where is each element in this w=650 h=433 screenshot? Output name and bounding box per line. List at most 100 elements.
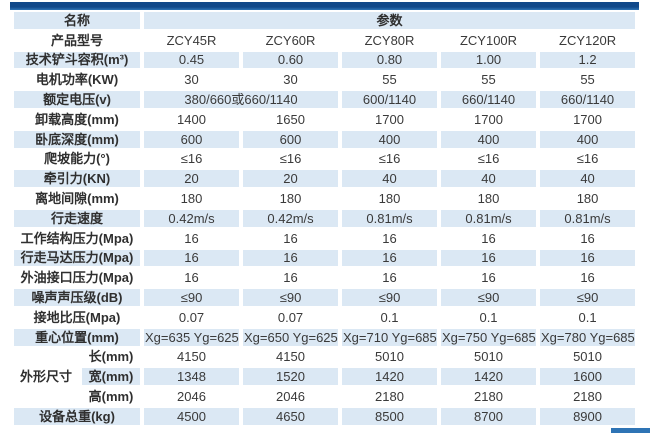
table-cell: 0.07 (178, 309, 205, 325)
table-cell: 2046 (276, 389, 305, 405)
table-row: 产品型号 ZCY45R ZCY60R ZCY80R ZCY100R ZCY120R (14, 32, 635, 49)
table-cell: ZCY120R (559, 32, 617, 48)
table-row: 噪声声压级(dB) ≤90 ≤90 ≤90 ≤90 ≤90 (14, 289, 636, 306)
table-cell: 40 (441, 170, 537, 188)
table-cell: 1700 (375, 111, 404, 127)
table-cell: 8700 (441, 407, 537, 425)
table-cell: 1.2 (540, 51, 636, 69)
table-cell: 660/1140 (441, 91, 537, 108)
table-cell: 16 (342, 249, 438, 267)
table-cell: 0.60 (243, 51, 339, 69)
table-cell: 2046 (177, 389, 206, 405)
table-cell: 600/1140 (342, 91, 438, 108)
table-cell: 0.07 (277, 309, 304, 325)
table-cell: ZCY100R (459, 32, 518, 48)
header-name-cell: 名称 (14, 12, 141, 29)
table-cell: ≤90 (144, 289, 240, 306)
table-cell: 0.42m/s (243, 209, 339, 227)
table-row: 爬坡能力(°) ≤16 ≤16 ≤16 ≤16 ≤16 (14, 151, 635, 168)
table-cell: 16 (580, 270, 595, 286)
table-row: 接地比压(Mpa) 0.07 0.07 0.1 0.1 0.1 (14, 309, 635, 326)
table-cell: 180 (279, 191, 302, 207)
table-cell: 5010 (375, 349, 404, 365)
table-cell: 16 (144, 249, 240, 267)
header-params-cell: 参数 (144, 12, 636, 29)
table-cell: ≤16 (180, 151, 203, 167)
table-cell: Xg=710 Yg=685 (342, 328, 438, 346)
table-cell: 0.1 (578, 309, 597, 325)
row-label: 爬坡能力(°) (44, 151, 110, 167)
table-cell: 660/1140 (540, 91, 636, 108)
table-cell: 400 (441, 130, 537, 148)
table-row: 行走速度 0.42m/s 0.42m/s 0.81m/s 0.81m/s 0.81m/s (14, 209, 636, 227)
table-row: 技术铲斗容积(m³) 0.45 0.60 0.80 1.00 1.2 (14, 51, 636, 69)
row-label: 外油接口压力(Mpa) (20, 270, 134, 286)
table-cell: 180 (378, 191, 401, 207)
row-sublabel: 宽(mm) (82, 368, 141, 386)
row-sublabel: 高(mm) (88, 389, 134, 405)
table-cell: 30 (283, 72, 298, 88)
table-cell: ≤16 (576, 151, 599, 167)
row-label: 电机功率(KW) (35, 72, 119, 88)
table-row: 高(mm) 2046 2046 2180 2180 2180 (14, 388, 635, 405)
table-cell: 1600 (540, 368, 636, 386)
table-cell: 1420 (342, 368, 438, 386)
table-cell: 55 (382, 72, 397, 88)
row-label: 牵引力(KN) (14, 170, 141, 188)
table-cell: 20 (243, 170, 339, 188)
table-cell: 55 (580, 72, 595, 88)
row-label: 工作结构压力(Mpa) (20, 230, 134, 246)
table-cell: 16 (481, 270, 496, 286)
table-row: 电机功率(KW) 30 30 55 55 55 (14, 71, 635, 88)
table-cell: 1.00 (441, 51, 537, 69)
table-cell: 16 (580, 230, 595, 246)
row-group-label: 外形尺寸 (14, 348, 78, 405)
table-cell: Xg=750 Yg=685 (441, 328, 537, 346)
table-cell: ZCY60R (265, 32, 316, 48)
table-cell: 1650 (276, 111, 305, 127)
table-cell: 16 (184, 230, 199, 246)
table-cell: 0.42m/s (144, 209, 240, 227)
table-cell: 16 (441, 249, 537, 267)
row-label: 噪声声压级(dB) (14, 289, 141, 306)
row-sublabel: 长(mm) (88, 349, 134, 365)
table-cell: 180 (477, 191, 500, 207)
table-cell: 0.80 (342, 51, 438, 69)
table-row: 牵引力(KN) 20 20 40 40 40 (14, 170, 636, 188)
table-cell: ZCY80R (364, 32, 415, 48)
table-cell: 1348 (144, 368, 240, 386)
spec-table: 名称 参数 产品型号 ZCY45R ZCY60R ZCY80R ZCY100R ZCY12… (10, 9, 639, 428)
table-cell: ≤16 (477, 151, 500, 167)
table-cell: 0.81m/s (441, 209, 537, 227)
table-cell: 16 (243, 249, 339, 267)
row-label: 卸载高度(mm) (35, 111, 119, 127)
table-cell: 16 (283, 270, 298, 286)
table-cell: 55 (481, 72, 496, 88)
table-cell: 0.81m/s (342, 209, 438, 227)
table-cell: ≤90 (540, 289, 636, 306)
table-row: 宽(mm) 1348 1520 1420 1420 1600 (14, 368, 636, 386)
table-cell: Xg=635 Yg=625 (144, 328, 240, 346)
table-row: 离地间隙(mm) 180 180 180 180 180 (14, 190, 635, 207)
table-row: 重心位置(mm) Xg=635 Yg=625 Xg=650 Yg=625 Xg=710… (14, 328, 636, 346)
bottom-right-bar (611, 428, 650, 433)
table-cell: 2180 (375, 389, 404, 405)
row-label: 卧底深度(mm) (14, 130, 141, 148)
table-row: 行走马达压力(Mpa) 16 16 16 16 16 (14, 249, 636, 267)
table-cell: 400 (540, 130, 636, 148)
table-cell: 4150 (177, 349, 206, 365)
table-cell: 20 (144, 170, 240, 188)
table-cell: Xg=650 Yg=625 (243, 328, 339, 346)
table-cell: 16 (481, 230, 496, 246)
spec-table-body: 名称 参数 产品型号 ZCY45R ZCY60R ZCY80R ZCY100R ZCY12… (14, 12, 636, 425)
table-cell: 4150 (276, 349, 305, 365)
table-cell: ≤90 (342, 289, 438, 306)
table-cell: 1700 (474, 111, 503, 127)
table-cell: 180 (180, 191, 203, 207)
row-label: 重心位置(mm) (14, 328, 141, 346)
table-row: 设备总重(kg) 4500 4650 8500 8700 8900 (14, 407, 636, 425)
top-accent-bar (10, 2, 639, 10)
table-cell: 1400 (177, 111, 206, 127)
table-cell: 380/660或660/1140 (144, 91, 339, 108)
table-cell: 16 (283, 230, 298, 246)
